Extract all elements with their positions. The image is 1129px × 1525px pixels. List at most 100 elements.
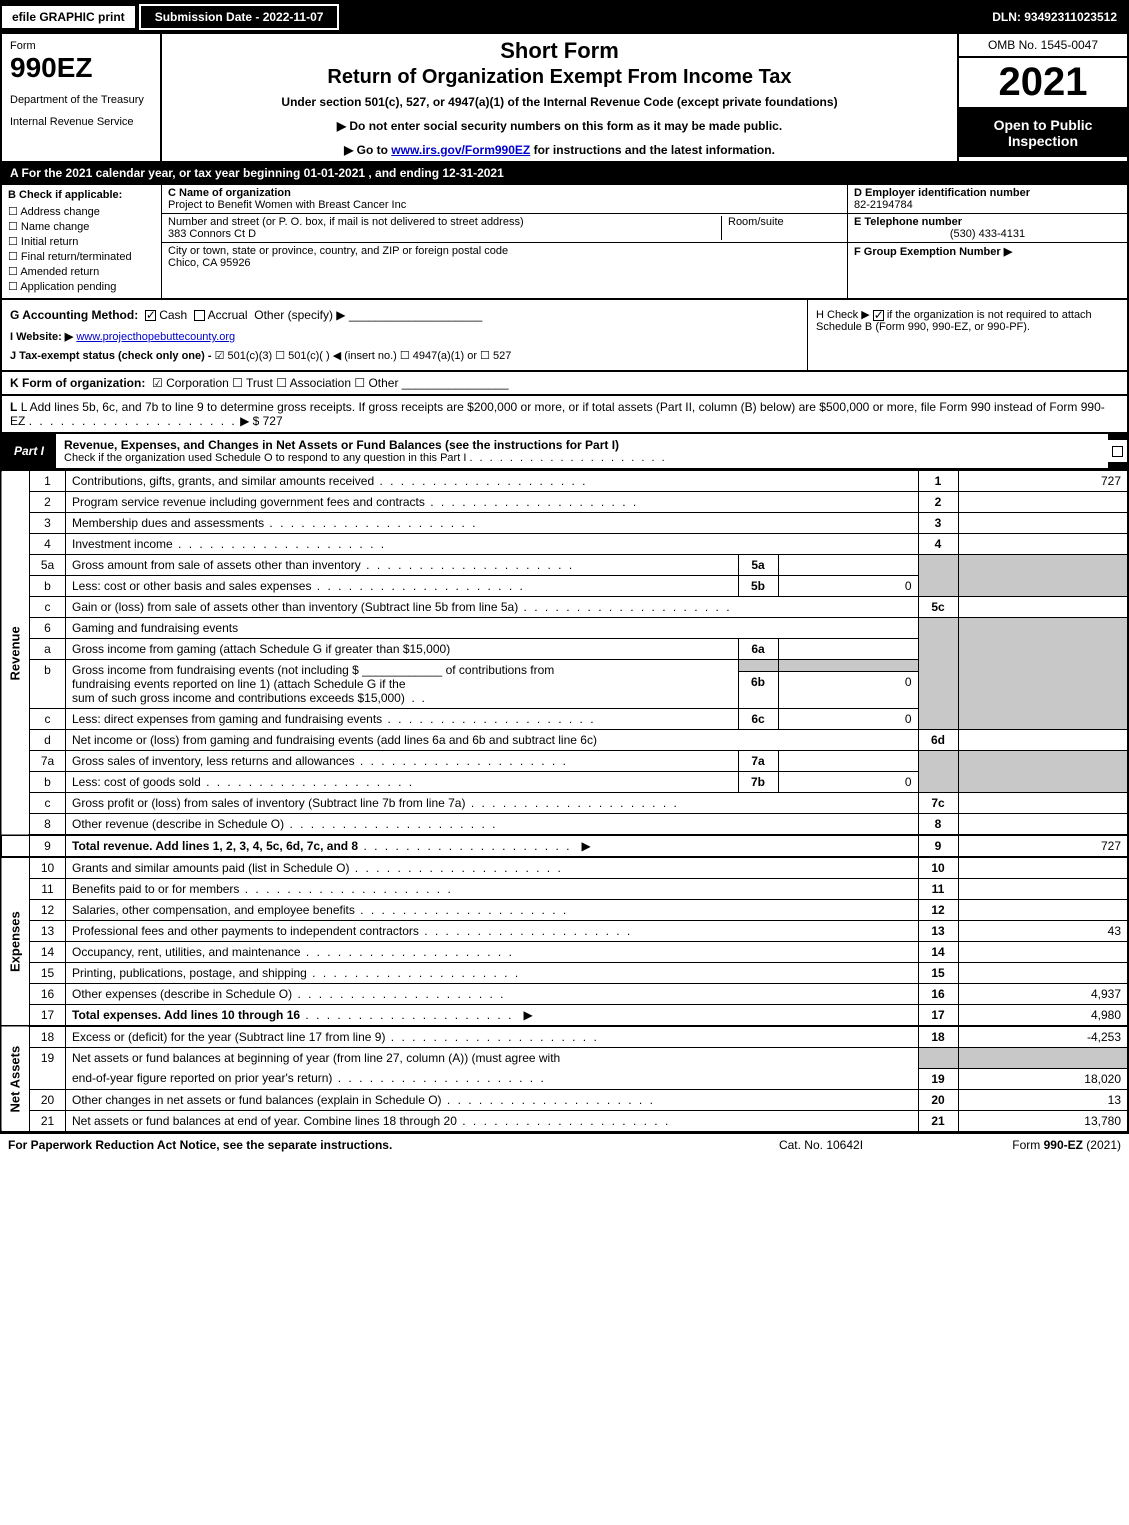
line-15: 15 Printing, publications, postage, and … — [1, 963, 1128, 984]
l16-num: 16 — [30, 984, 66, 1005]
line-7a: 7a Gross sales of inventory, less return… — [1, 751, 1128, 772]
d-ein-row: D Employer identification number 82-2194… — [848, 185, 1127, 214]
l1-num: 1 — [30, 471, 66, 492]
l17-arrow: ▶ — [523, 1008, 532, 1022]
l7c-val — [958, 793, 1128, 814]
chk-final-return[interactable]: Final return/terminated — [8, 249, 155, 264]
l20-num: 20 — [30, 1089, 66, 1110]
i-website: I Website: ▶ www.projecthopebuttecounty.… — [10, 330, 799, 343]
l19-num: 19 — [30, 1048, 66, 1090]
chk-schedule-o[interactable] — [1112, 446, 1123, 457]
l19-grey — [918, 1048, 958, 1069]
ein-value: 82-2194784 — [854, 199, 913, 211]
l8-desc: Other revenue (describe in Schedule O) — [72, 817, 284, 831]
efile-print-button[interactable]: efile GRAPHIC print — [2, 6, 137, 28]
l7c-rn: 7c — [918, 793, 958, 814]
j-label: J Tax-exempt status (check only one) - — [10, 350, 212, 362]
l20-rn: 20 — [918, 1089, 958, 1110]
c-street-label: Number and street (or P. O. box, if mail… — [168, 216, 524, 228]
line-20: 20 Other changes in net assets or fund b… — [1, 1089, 1128, 1110]
l7ab-grey — [918, 751, 958, 793]
part1-sub: Check if the organization used Schedule … — [64, 452, 466, 464]
chk-initial-return[interactable]: Initial return — [8, 234, 155, 249]
f-label: F Group Exemption Number ▶ — [854, 246, 1012, 258]
l6-num: 6 — [30, 618, 66, 639]
line-6d: d Net income or (loss) from gaming and f… — [1, 730, 1128, 751]
l19-desc: Net assets or fund balances at beginning… — [66, 1048, 919, 1069]
l5b-desc: Less: cost or other basis and sales expe… — [72, 579, 311, 593]
l5a-desc: Gross amount from sale of assets other t… — [72, 558, 361, 572]
l5c-val — [958, 597, 1128, 618]
l20-desc: Other changes in net assets or fund bala… — [72, 1093, 442, 1107]
l12-num: 12 — [30, 900, 66, 921]
footer-catno: Cat. No. 10642I — [721, 1138, 921, 1152]
l6d-val — [958, 730, 1128, 751]
submission-date-button[interactable]: Submission Date - 2022-11-07 — [139, 4, 340, 30]
chk-amended-return[interactable]: Amended return — [8, 264, 155, 279]
line-18: Net Assets 18 Excess or (deficit) for th… — [1, 1026, 1128, 1048]
l6d-desc: Net income or (loss) from gaming and fun… — [66, 730, 919, 751]
chk-cash[interactable] — [145, 310, 156, 321]
section-l: L L Add lines 5b, 6c, and 7b to line 9 t… — [0, 396, 1129, 434]
l3-num: 3 — [30, 513, 66, 534]
l15-desc: Printing, publications, postage, and shi… — [72, 966, 307, 980]
netassets-sidelabel: Net Assets — [1, 1026, 30, 1132]
l13-val: 43 — [958, 921, 1128, 942]
l1-desc: Contributions, gifts, grants, and simila… — [72, 474, 374, 488]
l5b-sc: 5b — [738, 576, 778, 597]
l13-desc: Professional fees and other payments to … — [72, 924, 419, 938]
note-goto: ▶ Go to www.irs.gov/Form990EZ for instru… — [170, 143, 949, 157]
l9-desc: Total revenue. Add lines 1, 2, 3, 4, 5c,… — [72, 839, 358, 853]
chk-address-change[interactable]: Address change — [8, 204, 155, 219]
part1-num: Part I — [2, 440, 56, 462]
h-schedule-b: H Check ▶ if the organization is not req… — [807, 300, 1127, 370]
line-2: 2 Program service revenue including gove… — [1, 492, 1128, 513]
dln-label: DLN: 93492311023512 — [982, 6, 1127, 28]
l21-rn: 21 — [918, 1110, 958, 1132]
l5c-desc: Gain or (loss) from sale of assets other… — [72, 600, 518, 614]
l21-desc: Net assets or fund balances at end of ye… — [72, 1114, 457, 1128]
line-10: Expenses 10 Grants and similar amounts p… — [1, 857, 1128, 879]
l7a-sv — [778, 751, 918, 772]
line-7c: c Gross profit or (loss) from sales of i… — [1, 793, 1128, 814]
website-link[interactable]: www.projecthopebuttecounty.org — [76, 331, 235, 343]
d-label: D Employer identification number — [854, 187, 1030, 199]
line-9: 9 Total revenue. Add lines 1, 2, 3, 4, 5… — [1, 835, 1128, 857]
line-8: 8 Other revenue (describe in Schedule O)… — [1, 814, 1128, 836]
column-b: B Check if applicable: Address change Na… — [2, 185, 162, 298]
line-6: 6 Gaming and fundraising events — [1, 618, 1128, 639]
note-ssn-text: ▶ Do not enter social security numbers o… — [337, 119, 782, 133]
l18-rn: 18 — [918, 1026, 958, 1048]
l6c-sc: 6c — [738, 709, 778, 730]
chk-schedule-b[interactable] — [873, 310, 884, 321]
l7c-num: c — [30, 793, 66, 814]
line-1: Revenue 1 Contributions, gifts, grants, … — [1, 471, 1128, 492]
k-options: ☑ Corporation ☐ Trust ☐ Association ☐ Ot… — [152, 376, 398, 390]
l16-rn: 16 — [918, 984, 958, 1005]
line-14: 14 Occupancy, rent, utilities, and maint… — [1, 942, 1128, 963]
l6b-sv: 0 — [778, 672, 918, 709]
l10-num: 10 — [30, 857, 66, 879]
l3-rn: 3 — [918, 513, 958, 534]
l18-val: -4,253 — [958, 1026, 1128, 1048]
line-19b: end-of-year figure reported on prior yea… — [1, 1068, 1128, 1089]
l14-rn: 14 — [918, 942, 958, 963]
l16-val: 4,937 — [958, 984, 1128, 1005]
c-city-row: City or town, state or province, country… — [162, 243, 847, 298]
irs-link[interactable]: www.irs.gov/Form990EZ — [391, 143, 530, 157]
c-city-label: City or town, state or province, country… — [168, 245, 508, 257]
chk-accrual[interactable] — [194, 310, 205, 321]
omb-number: OMB No. 1545-0047 — [959, 34, 1127, 58]
l4-num: 4 — [30, 534, 66, 555]
l14-desc: Occupancy, rent, utilities, and maintena… — [72, 945, 301, 959]
l7b-sv: 0 — [778, 772, 918, 793]
f-group-row: F Group Exemption Number ▶ — [848, 243, 1127, 298]
l6b-sc: 6b — [738, 672, 778, 709]
chk-application-pending[interactable]: Application pending — [8, 279, 155, 294]
section-k: K Form of organization: ☑ Corporation ☐ … — [0, 372, 1129, 396]
l4-rn: 4 — [918, 534, 958, 555]
tax-year: 2021 — [959, 58, 1127, 109]
chk-name-change[interactable]: Name change — [8, 219, 155, 234]
i-label: I Website: ▶ — [10, 331, 73, 343]
g-accrual: Accrual — [208, 308, 248, 322]
